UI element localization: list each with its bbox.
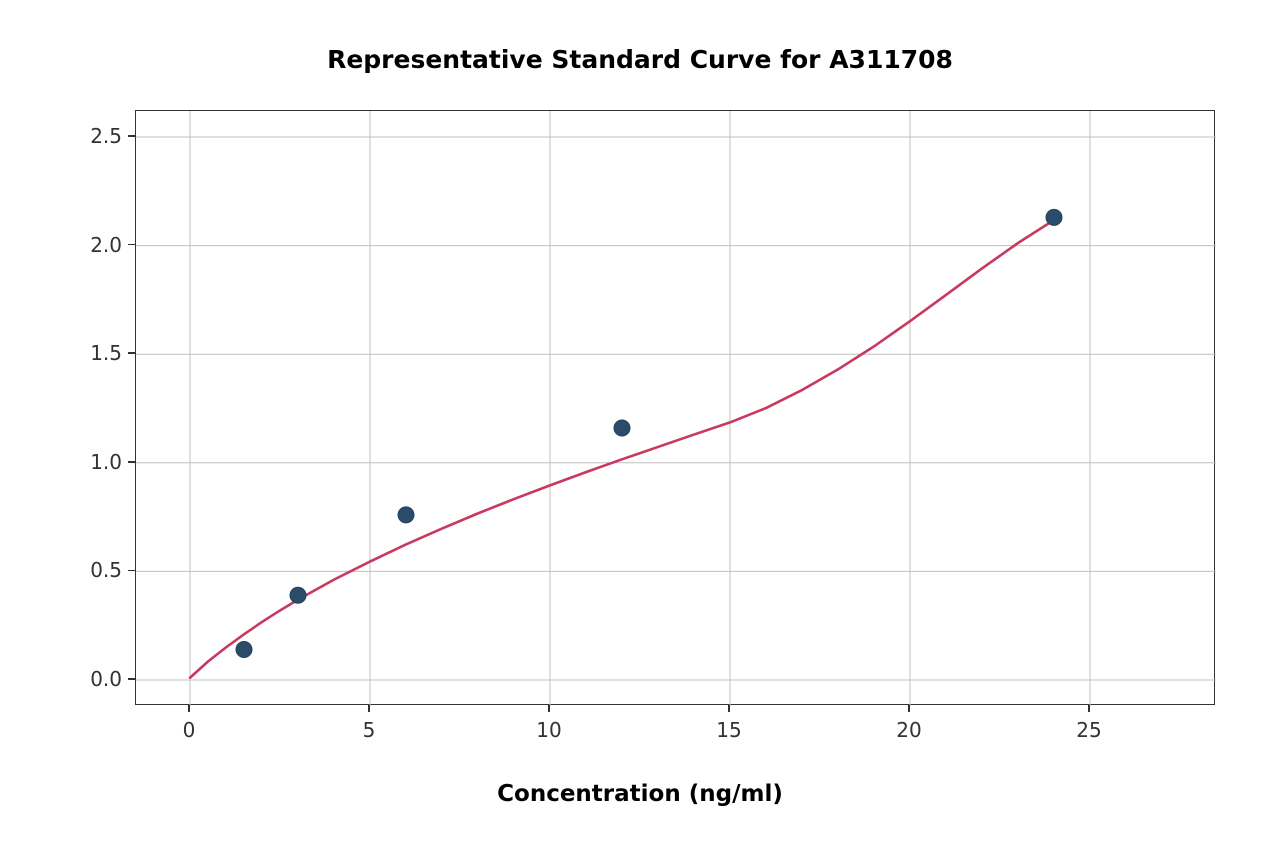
data-point <box>290 587 306 603</box>
x-tick-label: 10 <box>536 718 561 742</box>
data-point <box>236 642 252 658</box>
fitted-curve <box>190 220 1054 678</box>
y-tick-label: 0.0 <box>90 667 122 691</box>
x-tick-label: 15 <box>716 718 741 742</box>
x-tick-mark <box>908 705 910 712</box>
y-tick-label: 1.5 <box>90 341 122 365</box>
y-tick-label: 2.5 <box>90 124 122 148</box>
y-tick-mark <box>128 135 135 137</box>
plot-svg <box>136 111 1216 706</box>
data-point <box>614 420 630 436</box>
x-tick-label: 5 <box>363 718 376 742</box>
data-point <box>1046 209 1062 225</box>
x-tick-mark <box>188 705 190 712</box>
x-tick-mark <box>728 705 730 712</box>
plot-area <box>135 110 1215 705</box>
chart-container: Representative Standard Curve for A31170… <box>0 0 1280 845</box>
x-tick-label: 20 <box>896 718 921 742</box>
y-tick-label: 1.0 <box>90 450 122 474</box>
y-tick-mark <box>128 570 135 572</box>
chart-title: Representative Standard Curve for A31170… <box>0 45 1280 74</box>
y-tick-mark <box>128 352 135 354</box>
data-point <box>398 507 414 523</box>
x-tick-mark <box>368 705 370 712</box>
x-tick-mark <box>548 705 550 712</box>
y-tick-mark <box>128 461 135 463</box>
y-tick-label: 0.5 <box>90 558 122 582</box>
y-tick-mark <box>128 244 135 246</box>
x-tick-mark <box>1088 705 1090 712</box>
y-tick-mark <box>128 678 135 680</box>
y-tick-label: 2.0 <box>90 233 122 257</box>
x-tick-label: 0 <box>183 718 196 742</box>
x-tick-label: 25 <box>1076 718 1101 742</box>
x-axis-label: Concentration (ng/ml) <box>497 781 783 807</box>
